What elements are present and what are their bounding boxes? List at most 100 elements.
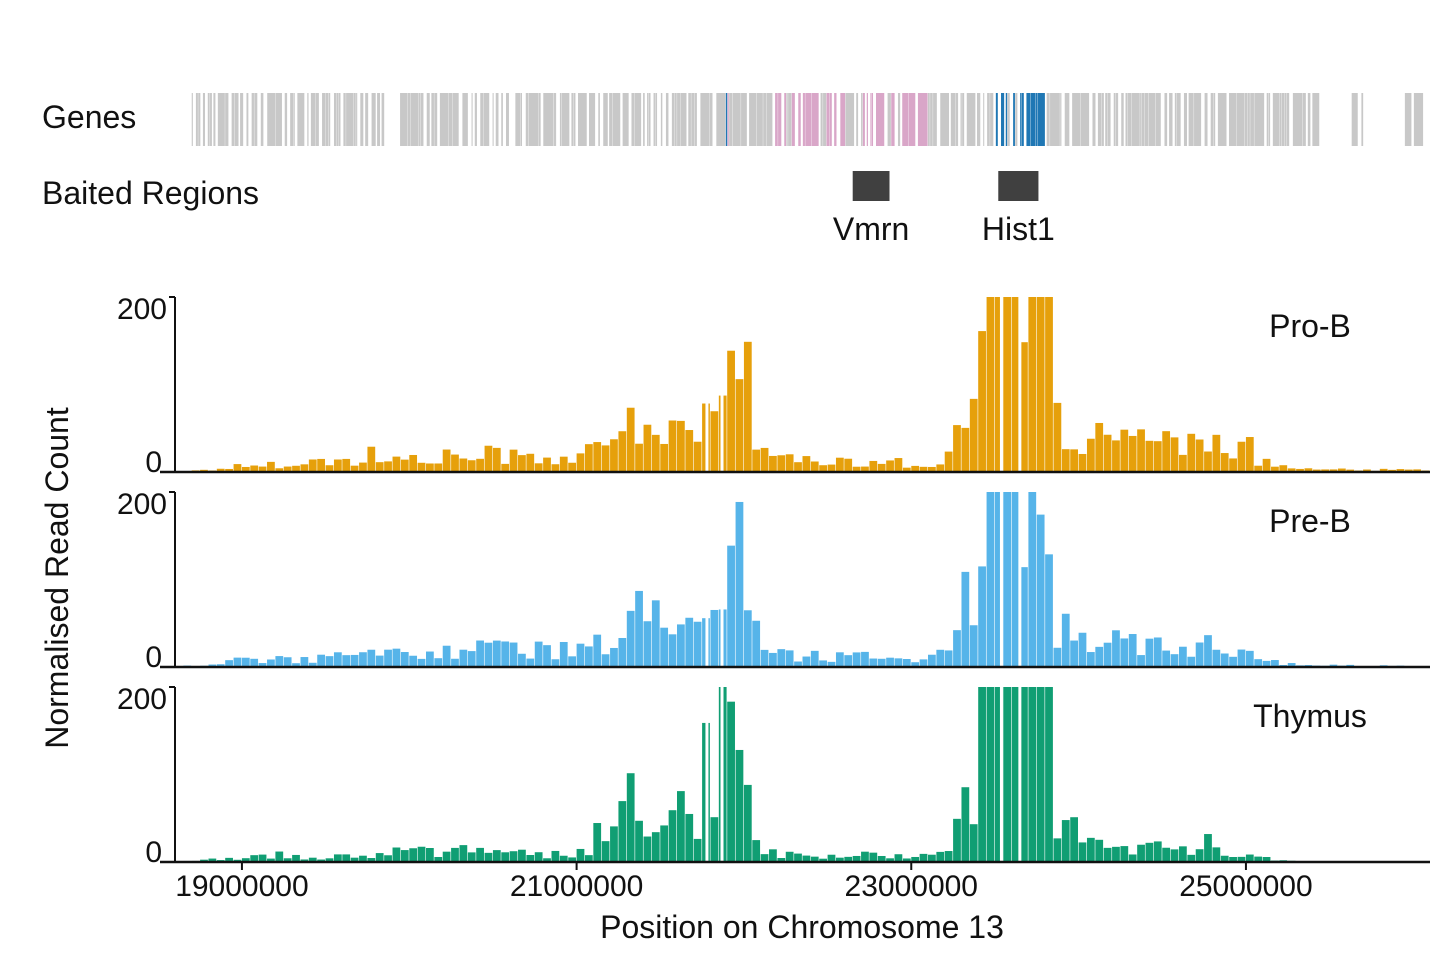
bar xyxy=(677,420,685,472)
bar xyxy=(1321,469,1329,472)
bar xyxy=(1287,663,1296,667)
bar xyxy=(325,858,334,862)
bar xyxy=(953,425,961,472)
x-tick-label: 21000000 xyxy=(510,870,643,903)
baited-region-block xyxy=(852,171,890,201)
bar xyxy=(543,457,551,472)
gene-feature xyxy=(251,93,254,146)
bar xyxy=(342,655,351,667)
bar xyxy=(944,851,953,862)
bar xyxy=(961,427,970,472)
bar xyxy=(819,858,827,862)
gene-feature xyxy=(571,93,574,146)
gene-feature xyxy=(1174,93,1177,146)
bar xyxy=(1229,458,1237,472)
bar xyxy=(618,637,627,667)
bar xyxy=(1112,630,1120,667)
bar xyxy=(258,466,267,472)
gene-feature xyxy=(1013,93,1015,146)
bar xyxy=(677,624,685,667)
gene-feature xyxy=(410,93,419,146)
gene-feature xyxy=(1284,93,1287,146)
bar xyxy=(961,787,970,862)
gene-feature xyxy=(420,93,424,146)
gene-feature xyxy=(343,93,346,146)
gene-feature xyxy=(400,93,408,146)
bar xyxy=(1020,342,1028,472)
bar xyxy=(225,857,233,862)
gene-feature xyxy=(195,93,198,146)
gene-feature xyxy=(1026,93,1031,146)
bar xyxy=(1229,656,1237,667)
bar xyxy=(451,454,459,472)
gene-feature xyxy=(234,93,239,146)
gene-feature xyxy=(603,93,608,146)
bar xyxy=(969,625,978,667)
gene-feature xyxy=(538,93,541,146)
bar xyxy=(1011,297,1020,472)
bar xyxy=(1045,554,1053,667)
bar xyxy=(459,845,468,862)
bar xyxy=(300,859,309,862)
bar xyxy=(677,791,685,862)
gene-feature xyxy=(677,93,681,146)
bar xyxy=(1271,660,1279,667)
bar xyxy=(861,851,869,862)
bar xyxy=(1061,613,1070,667)
gene-feature xyxy=(962,93,965,146)
bar xyxy=(936,851,945,862)
bar-series xyxy=(183,687,1371,862)
bar xyxy=(618,801,627,862)
gene-feature xyxy=(829,93,832,146)
gene-feature xyxy=(260,93,264,146)
gene-feature xyxy=(559,93,562,146)
gene-feature xyxy=(647,93,649,146)
bar xyxy=(467,852,476,862)
bar xyxy=(1086,438,1095,472)
bar xyxy=(1070,449,1078,472)
bar xyxy=(610,439,618,472)
bar xyxy=(1036,297,1045,472)
gene-feature xyxy=(254,93,258,146)
bar xyxy=(902,858,911,862)
bar xyxy=(576,643,585,667)
gene-feature xyxy=(240,93,244,146)
bar xyxy=(953,630,961,667)
gene-feature xyxy=(660,93,663,146)
bar xyxy=(735,501,744,667)
bar xyxy=(936,649,945,667)
gene-feature xyxy=(680,93,687,146)
bar xyxy=(1053,402,1062,472)
bar xyxy=(877,658,886,667)
bar xyxy=(426,463,434,472)
bar xyxy=(1120,846,1129,862)
bar xyxy=(409,454,418,472)
bar xyxy=(1279,465,1288,472)
bar xyxy=(769,652,777,667)
gene-feature xyxy=(1132,93,1140,146)
bar xyxy=(1145,638,1154,667)
gene-feature xyxy=(805,93,812,146)
gene-feature xyxy=(310,93,316,146)
bar xyxy=(760,447,769,472)
bar xyxy=(250,658,259,667)
bar xyxy=(1028,492,1037,667)
bar xyxy=(1212,434,1221,472)
bar xyxy=(1045,297,1053,472)
gene-feature xyxy=(990,93,994,146)
bar xyxy=(467,651,476,667)
bar xyxy=(1262,458,1271,472)
gene-feature xyxy=(346,93,354,146)
bar xyxy=(518,455,526,472)
baited-region-block xyxy=(998,171,1039,201)
bar xyxy=(760,649,769,667)
bar xyxy=(1245,854,1254,862)
bar xyxy=(400,459,409,472)
bar xyxy=(1128,854,1137,862)
bar xyxy=(735,749,744,862)
bar xyxy=(1220,855,1229,862)
gene-feature xyxy=(716,93,726,146)
gene-feature xyxy=(543,93,554,146)
bar xyxy=(978,687,986,862)
gene-feature xyxy=(325,93,329,146)
